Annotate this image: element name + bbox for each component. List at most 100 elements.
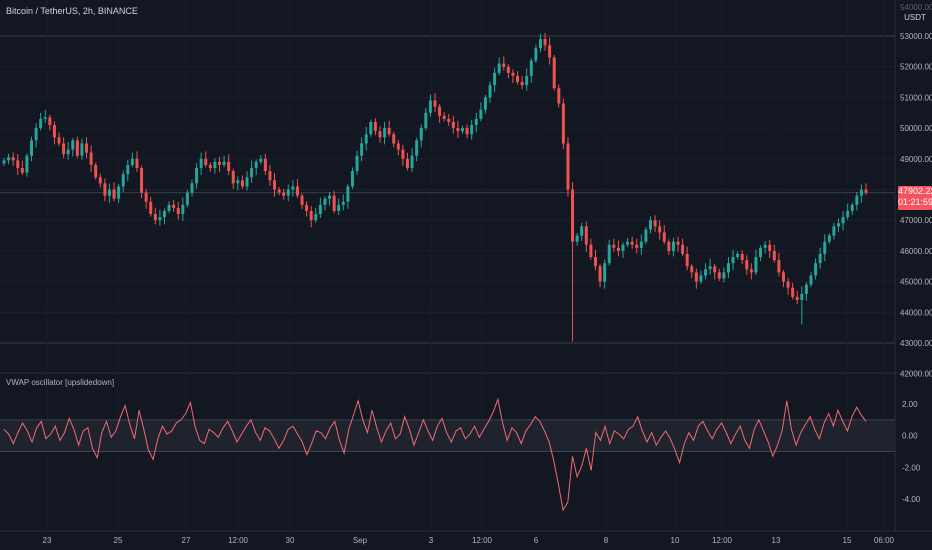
candle-body — [7, 157, 11, 161]
candle-body — [470, 125, 474, 135]
candle-body — [461, 128, 465, 132]
candle-body — [511, 72, 515, 76]
oscillator-title[interactable]: VWAP oscillator [upslidedown] — [6, 378, 115, 387]
candle-body — [424, 112, 428, 129]
candle-body — [190, 183, 194, 193]
candle-body — [25, 155, 29, 173]
candle-body — [80, 143, 84, 156]
time-tick-label: 15 — [843, 536, 852, 545]
candle-body — [823, 241, 827, 254]
candle-body — [144, 192, 148, 202]
candle-body — [575, 235, 579, 242]
candle-body — [493, 72, 497, 86]
candle-body — [419, 128, 423, 141]
candle-body — [552, 57, 556, 89]
candle-body — [162, 210, 166, 218]
candle-body — [483, 97, 487, 110]
candle-body — [644, 229, 648, 242]
candle-body — [447, 118, 451, 122]
candle-body — [89, 152, 93, 165]
oscillator-pane — [0, 397, 895, 512]
candle-body — [218, 161, 221, 165]
candle-body — [181, 204, 185, 215]
candle-body — [204, 158, 208, 165]
price-candles — [2, 32, 868, 342]
candle-body — [438, 106, 442, 116]
candle-body — [140, 168, 144, 193]
candle-body — [282, 192, 286, 196]
candle-body — [548, 45, 552, 58]
candle-body — [337, 204, 341, 211]
price-tick-label: 52000.00 — [900, 63, 932, 72]
candle-body — [392, 134, 396, 144]
osc-tick-label: 2.00 — [902, 400, 918, 409]
candle-body — [364, 134, 368, 144]
time-tick-label: 13 — [772, 536, 781, 545]
candle-body — [355, 155, 359, 172]
candle-body — [130, 158, 134, 165]
candle-body — [135, 158, 139, 169]
candle-body — [502, 63, 506, 67]
candle-body — [245, 177, 249, 187]
candle-body — [415, 140, 419, 156]
candle-body — [433, 100, 437, 107]
candle-body — [520, 82, 524, 86]
candle-body — [827, 235, 831, 242]
candle-body — [786, 281, 790, 288]
candle-body — [506, 66, 510, 73]
candle-body — [621, 244, 625, 251]
candle-body — [561, 103, 565, 144]
candle-body — [323, 198, 327, 205]
candle-body — [98, 177, 102, 184]
candle-body — [804, 284, 808, 294]
currency-label[interactable]: 54000.00 USDT — [900, 3, 932, 23]
candle-body — [273, 180, 277, 190]
candle-body — [598, 266, 602, 282]
candle-body — [52, 125, 56, 138]
candle-body — [759, 247, 763, 258]
candle-body — [754, 257, 758, 273]
candle-body — [195, 168, 199, 184]
candle-body — [11, 157, 15, 161]
price-tick-label: 49000.00 — [900, 155, 932, 164]
candle-body — [373, 121, 377, 132]
candle-body — [649, 220, 652, 230]
candle-body — [580, 226, 584, 236]
candle-body — [57, 137, 61, 144]
candle-body — [713, 266, 717, 273]
candle-body — [117, 186, 121, 199]
candle-body — [428, 100, 432, 113]
candle-body — [277, 189, 281, 193]
candle-body — [94, 164, 98, 178]
candle-body — [846, 210, 850, 218]
time-axis[interactable]: 23 25 27 12:00 30 Sep 3 12:00 6 8 10 12:00 13 15 06:00 — [43, 536, 895, 545]
candle-body — [291, 186, 295, 190]
candle-body — [699, 275, 703, 282]
candle-body — [694, 272, 698, 282]
candle-body — [43, 117, 47, 119]
candle-body — [630, 241, 634, 245]
candle-body — [401, 149, 405, 159]
candle-body — [305, 204, 309, 211]
symbol-title: Bitcoin / TetherUS, 2h, BINANCE — [6, 6, 138, 16]
candle-body — [185, 192, 189, 205]
candle-body — [662, 232, 666, 242]
candle-body — [566, 143, 570, 190]
osc-tick-label: -2.00 — [902, 463, 921, 472]
candle-body — [671, 241, 675, 251]
time-tick-label: 12:00 — [472, 536, 493, 545]
candle-body — [722, 272, 726, 279]
price-tick-label: 53000.00 — [900, 32, 932, 41]
candle-body — [740, 253, 744, 261]
candle-body — [612, 244, 616, 248]
candle-body — [286, 189, 290, 196]
candle-body — [2, 160, 6, 164]
candle-body — [259, 158, 263, 162]
candle-body — [772, 250, 776, 261]
candle-body — [850, 204, 854, 211]
candle-body — [639, 241, 643, 248]
time-tick-label: 27 — [182, 536, 191, 545]
time-tick-label: 12:00 — [712, 536, 733, 545]
candle-body — [836, 223, 840, 227]
